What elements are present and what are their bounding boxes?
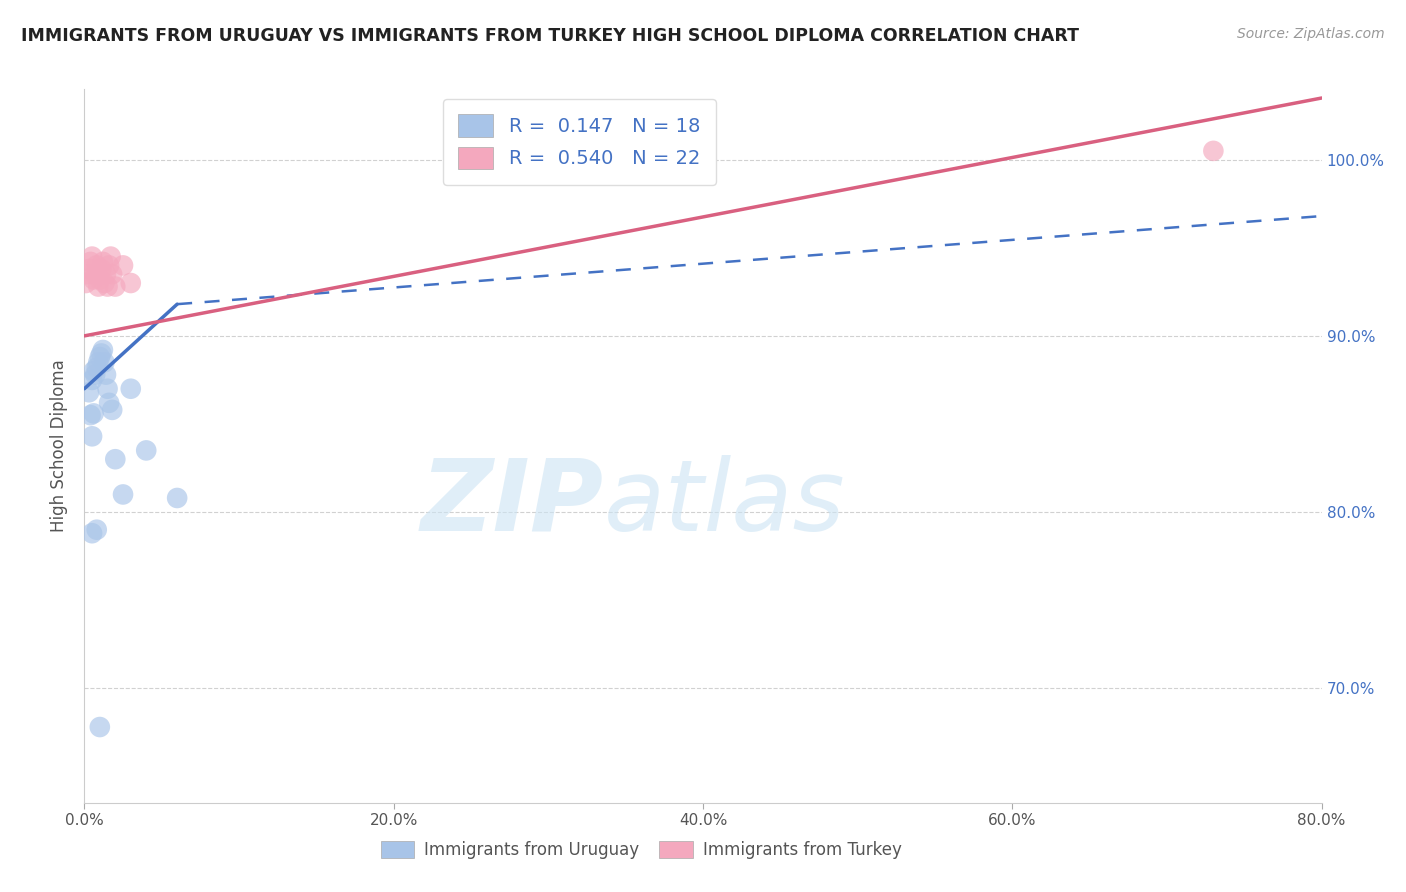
Point: [89, 350, 111, 364]
Point: [90, 261, 112, 276]
Point: [112, 259, 135, 273]
Point: [91, 255, 114, 269]
Point: [120, 382, 142, 396]
Text: IMMIGRANTS FROM URUGUAY VS IMMIGRANTS FROM TURKEY HIGH SCHOOL DIPLOMA CORRELATIO: IMMIGRANTS FROM URUGUAY VS IMMIGRANTS FR…: [21, 27, 1078, 45]
Point: [94, 368, 117, 382]
Text: Source: ZipAtlas.com: Source: ZipAtlas.com: [1237, 27, 1385, 41]
Point: [86, 360, 108, 375]
Point: [93, 355, 115, 369]
Point: [120, 276, 142, 290]
Point: [79, 408, 101, 422]
Text: atlas: atlas: [605, 455, 845, 551]
Point: [100, 250, 122, 264]
Point: [87, 355, 110, 369]
Point: [98, 259, 121, 273]
Point: [90, 346, 112, 360]
Point: [83, 364, 105, 378]
Text: ZIP: ZIP: [420, 455, 605, 551]
Point: [77, 261, 100, 276]
Point: [98, 396, 121, 410]
Point: [79, 255, 101, 269]
Point: [97, 279, 120, 293]
Point: [83, 406, 105, 420]
Point: [89, 272, 111, 286]
Point: [104, 279, 127, 293]
Point: [91, 343, 114, 357]
Point: [94, 267, 117, 281]
Point: [101, 403, 124, 417]
Point: [82, 429, 104, 443]
Point: [82, 250, 104, 264]
Point: [82, 373, 104, 387]
Point: [93, 276, 115, 290]
Point: [101, 267, 124, 281]
Point: [166, 491, 188, 505]
Point: [86, 523, 108, 537]
Point: [112, 487, 135, 501]
Point: [77, 385, 100, 400]
Legend: Immigrants from Uruguay, Immigrants from Turkey: Immigrants from Uruguay, Immigrants from…: [374, 834, 908, 866]
Point: [76, 267, 98, 281]
Point: [84, 368, 107, 382]
Point: [87, 279, 110, 293]
Point: [89, 720, 111, 734]
Point: [84, 267, 107, 281]
Point: [1202, 144, 1225, 158]
Point: [86, 259, 108, 273]
Point: [104, 452, 127, 467]
Y-axis label: High School Diploma: High School Diploma: [51, 359, 69, 533]
Point: [97, 382, 120, 396]
Point: [83, 272, 105, 286]
Point: [135, 443, 157, 458]
Point: [82, 526, 104, 541]
Point: [75, 276, 97, 290]
